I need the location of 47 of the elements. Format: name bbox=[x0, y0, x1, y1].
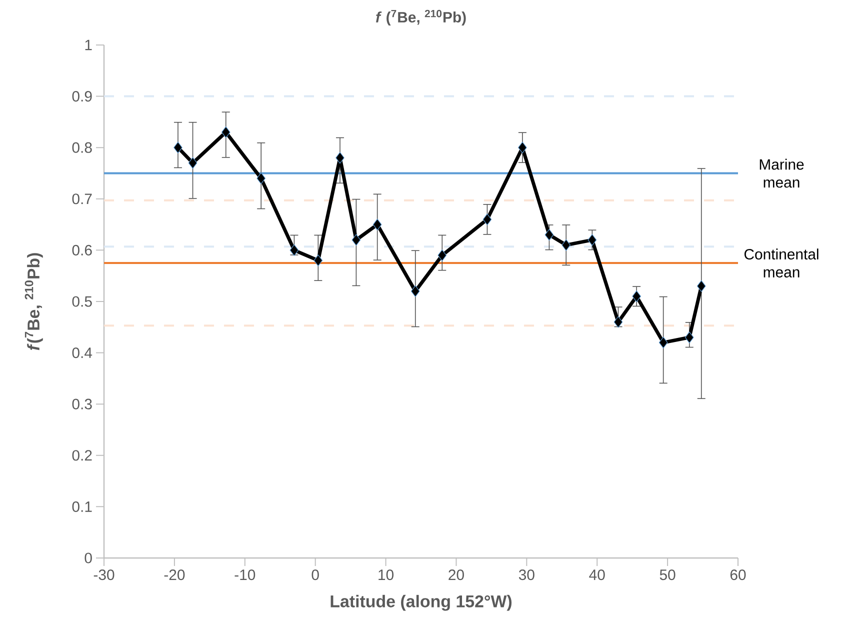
point bbox=[518, 142, 527, 154]
y-tick-label: 0.6 bbox=[72, 244, 92, 256]
point bbox=[614, 316, 623, 328]
point bbox=[632, 290, 641, 302]
point bbox=[352, 234, 361, 246]
point bbox=[544, 228, 554, 241]
point bbox=[482, 214, 492, 226]
point bbox=[256, 172, 266, 184]
x-axis-title: Latitude (along 152°W) bbox=[330, 594, 512, 611]
point bbox=[188, 157, 198, 169]
point bbox=[174, 142, 182, 154]
x-tick-label: -20 bbox=[164, 570, 185, 580]
point bbox=[290, 244, 299, 256]
x-tick-label: -10 bbox=[234, 570, 256, 580]
y-axis-title: f($^{7}$Be, $^{210}$Pb) bbox=[24, 253, 43, 350]
x-tick-label: 30 bbox=[518, 570, 534, 580]
point bbox=[372, 218, 382, 230]
y-tick-label: 0.3 bbox=[72, 398, 92, 410]
y-tick-label: 0.9 bbox=[72, 90, 92, 102]
point bbox=[336, 152, 344, 164]
y-tick-label: 1 bbox=[85, 40, 92, 50]
x-tick-label: 0 bbox=[312, 570, 319, 580]
y-tick-label: 0.4 bbox=[72, 347, 92, 358]
point bbox=[410, 285, 420, 298]
point bbox=[314, 254, 323, 266]
x-tick-label: 50 bbox=[660, 570, 676, 580]
x-tick-label: 10 bbox=[378, 570, 394, 580]
point bbox=[684, 332, 694, 344]
y-tick-label: 0 bbox=[84, 552, 92, 564]
y-tick-label: 0.2 bbox=[72, 450, 92, 461]
point bbox=[438, 250, 447, 262]
point bbox=[588, 234, 597, 246]
point bbox=[658, 336, 668, 348]
x-tick-label: 40 bbox=[589, 570, 605, 580]
point bbox=[562, 239, 571, 251]
x-tick-label: -30 bbox=[94, 570, 114, 580]
y-tick-label: 0.7 bbox=[72, 194, 92, 204]
y-tick-label: 0.1 bbox=[72, 501, 92, 512]
chart-title: f ($^{7}$Be, $^{210}$Pb) bbox=[376, 10, 466, 26]
ref-line-label: Marine mean bbox=[760, 158, 804, 188]
ref-line-label: Continental mean bbox=[744, 248, 818, 278]
y-tick-label: 0.8 bbox=[72, 142, 92, 153]
point bbox=[696, 280, 706, 292]
x-tick-label: 60 bbox=[730, 570, 746, 580]
y-tick-label: 0.5 bbox=[72, 296, 92, 307]
point bbox=[221, 126, 230, 138]
x-tick-label: 20 bbox=[448, 570, 464, 580]
